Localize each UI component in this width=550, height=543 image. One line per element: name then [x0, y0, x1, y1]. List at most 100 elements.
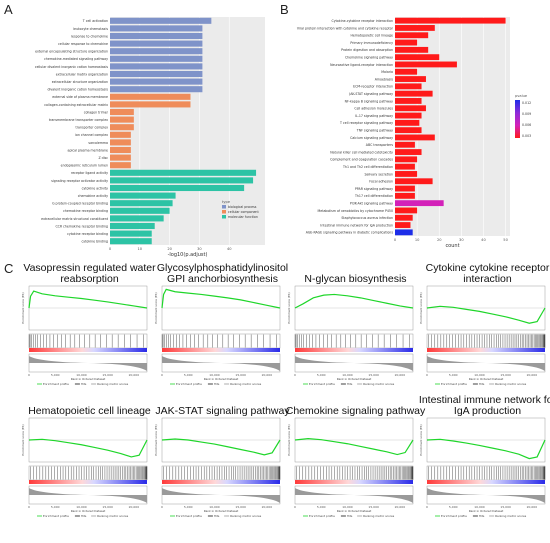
category-label: signaling receptor activator activity: [51, 179, 108, 183]
category-label: cytokine receptor binding: [67, 232, 108, 236]
x-tick-label: 5,000: [449, 373, 458, 377]
x-tick-label: 10: [415, 238, 420, 242]
x-axis-label: count: [445, 243, 459, 249]
category-label: Primary immunodeficiency: [350, 41, 393, 45]
bar: [110, 184, 245, 192]
gsea-title: Glycosylphosphatidylinositol: [157, 262, 288, 274]
ranking-color-bar: [162, 480, 280, 484]
x-tick-label: 10,000: [209, 505, 220, 509]
x-tick-label: 20,000: [262, 505, 273, 509]
x-axis-label: Rank in Ordered Dataset: [337, 377, 372, 381]
bar: [395, 119, 420, 126]
bar: [110, 48, 203, 55]
legend-label: Enrichment profile: [441, 382, 467, 386]
bar: [110, 55, 203, 62]
bar: [395, 46, 429, 53]
legend-label: Hits: [479, 382, 485, 386]
x-tick-label: 0: [294, 373, 296, 377]
x-tick-label: 15,000: [500, 505, 511, 509]
x-tick-label: 0: [109, 247, 112, 251]
bar: [110, 192, 176, 199]
y-axis-label: Enrichment score (ES): [154, 292, 158, 323]
category-label: TNF signaling pathway: [356, 128, 393, 132]
legend-label: Ranking metric scores: [495, 382, 527, 386]
y-axis-label: Enrichment score (ES): [287, 292, 291, 323]
legend-label: Ranking metric scores: [363, 382, 395, 386]
bar: [395, 83, 422, 90]
bar: [395, 112, 422, 119]
category-label: Hematopoietic cell lineage: [350, 34, 393, 38]
ranking-metric-area: [427, 356, 545, 371]
color-scale: [515, 100, 520, 138]
category-label: Focal adhesion: [369, 180, 393, 184]
legend-label: Hits: [347, 382, 353, 386]
legend-label: cellular component: [228, 210, 259, 214]
bar: [110, 230, 152, 237]
category-label: extracellular structure organization: [52, 80, 108, 84]
legend-label: Ranking metric scores: [97, 382, 129, 386]
bar: [395, 39, 418, 46]
x-tick-label: 10,000: [76, 373, 87, 377]
legend-swatch: [222, 215, 226, 219]
plot-area-b: [395, 17, 510, 236]
category-label: Staphylococcus aureus infection: [341, 216, 393, 220]
legend-label: Hits: [479, 514, 485, 518]
category-label: receptor ligand activity: [71, 171, 108, 175]
bar: [395, 54, 440, 61]
category-label: Metabolism of xenobiotics by cytochrome …: [318, 209, 393, 213]
ranking-color-bar: [295, 480, 413, 484]
x-axis-label: Rank in Ordered Dataset: [71, 509, 106, 513]
ranking-metric-area: [295, 356, 413, 371]
x-tick-label: 15,000: [368, 505, 379, 509]
x-tick-label: 0: [426, 373, 428, 377]
category-label: Viral protein interaction with cytokine …: [297, 26, 394, 30]
category-label: AGE-RAGE signaling pathway in diabetic c…: [306, 231, 394, 235]
category-label: external encapsulating structure organiz…: [35, 50, 108, 54]
bar: [395, 229, 413, 236]
legend-label: Ranking metric scores: [363, 514, 395, 518]
bar: [395, 17, 506, 24]
gsea-plot: JAK-STAT signaling pathway Enrichment sco…: [154, 405, 290, 518]
category-label: Salivary secretion: [365, 172, 393, 176]
category-label: Th17 cell differentiation: [354, 194, 393, 198]
hits-axes: [426, 465, 546, 481]
legend-label: Enrichment profile: [43, 382, 69, 386]
category-label: leukocyte chemotaxis: [73, 27, 108, 31]
bar: [395, 105, 426, 112]
panel-label-b: B: [280, 2, 289, 17]
legend-label: biological process: [228, 205, 257, 209]
x-tick-label: 5,000: [51, 505, 60, 509]
gsea-title: interaction: [463, 273, 512, 285]
legend-swatch: [222, 210, 226, 214]
bar: [110, 70, 203, 78]
category-label: Cell adhesion molecules: [354, 107, 393, 111]
legend-label: Enrichment profile: [309, 514, 335, 518]
legend-label: Hits: [214, 382, 220, 386]
x-tick-label: 5,000: [449, 505, 458, 509]
gsea-title: N-glycan biosynthesis: [304, 273, 406, 285]
bar: [395, 127, 422, 134]
category-label: collagen-containing extracellular matrix: [44, 103, 108, 107]
gsea-title: Vasopressin regulated water: [23, 262, 156, 274]
hits-axes: [161, 333, 281, 349]
gsea-title: GPI anchorbiosynthesis: [167, 273, 278, 285]
category-label: Natural killer cell mediated cytotoxicit…: [330, 150, 393, 154]
x-tick-label: 15,000: [102, 373, 113, 377]
bar: [110, 101, 191, 108]
ranking-color-bar: [427, 348, 545, 352]
legend-label: Hits: [214, 514, 220, 518]
hits-axes: [161, 465, 281, 481]
x-tick-label: 20,000: [527, 373, 538, 377]
enrichment-curve: [161, 438, 281, 456]
x-tick-label: 30: [459, 238, 464, 242]
bar: [395, 98, 422, 104]
legend-label: Ranking metric scores: [230, 382, 262, 386]
category-label: PI3K-Akt signaling pathway: [350, 201, 393, 205]
x-tick-label: 30: [197, 247, 202, 251]
category-label: chemokine receptor binding: [63, 209, 108, 213]
bar: [110, 63, 203, 70]
enrichment-curve: [426, 305, 546, 324]
category-label: T cell activation: [82, 19, 108, 23]
